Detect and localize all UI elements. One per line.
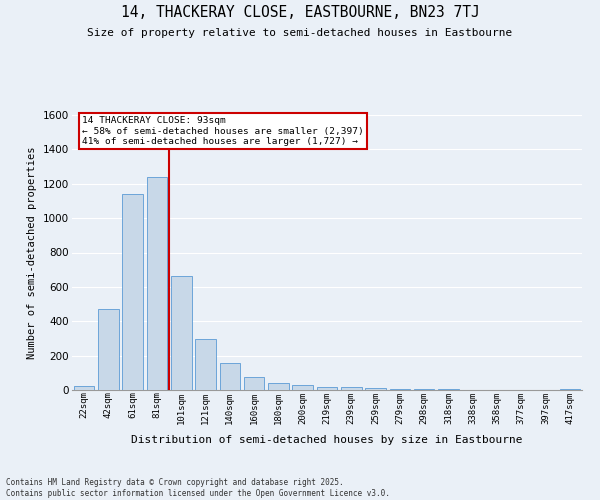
- Bar: [244, 377, 265, 390]
- Bar: [389, 388, 410, 390]
- Bar: [268, 383, 289, 390]
- Bar: [146, 177, 167, 390]
- Bar: [292, 385, 313, 390]
- Bar: [195, 340, 216, 390]
- Text: Contains HM Land Registry data © Crown copyright and database right 2025.
Contai: Contains HM Land Registry data © Crown c…: [6, 478, 390, 498]
- Text: 14 THACKERAY CLOSE: 93sqm
← 58% of semi-detached houses are smaller (2,397)
41% : 14 THACKERAY CLOSE: 93sqm ← 58% of semi-…: [82, 116, 364, 146]
- Bar: [220, 362, 240, 390]
- Bar: [414, 389, 434, 390]
- Bar: [122, 194, 143, 390]
- Bar: [171, 276, 191, 390]
- Text: Size of property relative to semi-detached houses in Eastbourne: Size of property relative to semi-detach…: [88, 28, 512, 38]
- Bar: [74, 386, 94, 390]
- Bar: [365, 388, 386, 390]
- Bar: [560, 388, 580, 390]
- Text: Distribution of semi-detached houses by size in Eastbourne: Distribution of semi-detached houses by …: [131, 435, 523, 445]
- Y-axis label: Number of semi-detached properties: Number of semi-detached properties: [28, 146, 37, 359]
- Bar: [317, 387, 337, 390]
- Bar: [341, 388, 362, 390]
- Text: 14, THACKERAY CLOSE, EASTBOURNE, BN23 7TJ: 14, THACKERAY CLOSE, EASTBOURNE, BN23 7T…: [121, 5, 479, 20]
- Bar: [98, 309, 119, 390]
